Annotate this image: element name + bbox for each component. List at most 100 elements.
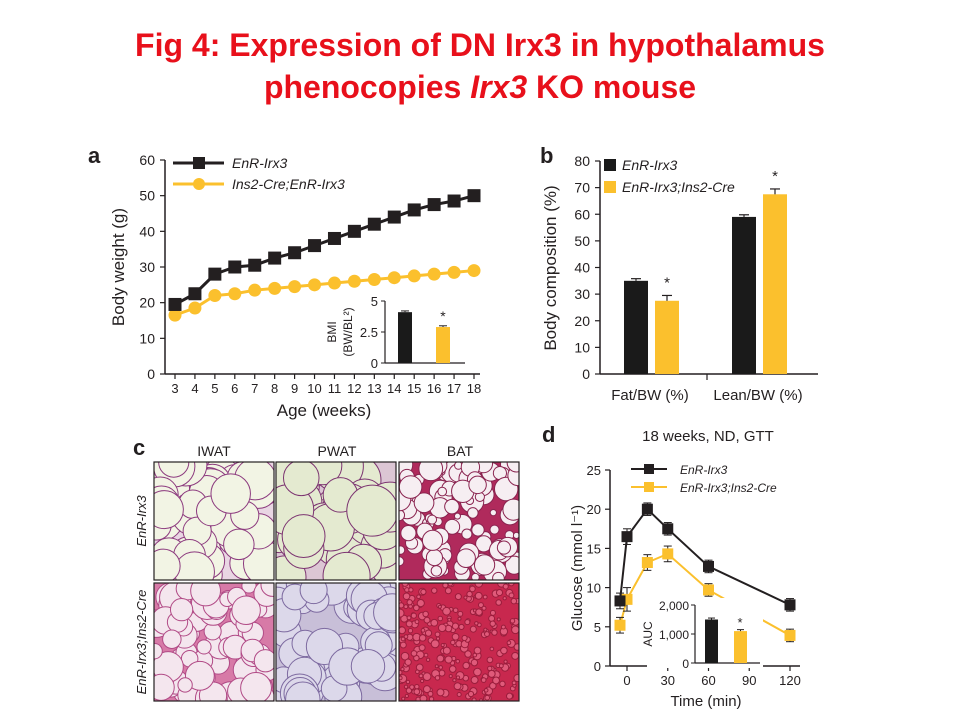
- d-legend-label-mutant: EnR-Irx3;Ins2-Cre: [680, 481, 777, 495]
- c-cell: [457, 610, 464, 617]
- d-legend-marker-mutant: [644, 482, 654, 492]
- c-cell: [406, 599, 413, 606]
- c-cell: [231, 595, 261, 626]
- c-cell: [431, 587, 438, 594]
- c-cell: [495, 589, 504, 597]
- c-cell: [464, 619, 471, 626]
- a-point-mutant: [447, 265, 461, 279]
- c-cell: [154, 490, 184, 530]
- c-cell: [154, 548, 181, 580]
- panel-label-b: b: [540, 143, 553, 168]
- c-cell: [422, 672, 432, 682]
- d-point-mutant: [784, 629, 796, 641]
- c-cell: [418, 673, 424, 679]
- a-x-tick-label: 5: [211, 381, 218, 396]
- c-cell: [489, 609, 496, 616]
- c-cell: [471, 523, 485, 537]
- c-cell: [420, 628, 426, 633]
- c-cell: [447, 583, 454, 587]
- c-cell: [423, 616, 431, 624]
- a-point-control: [347, 224, 361, 238]
- a-legend-label-mutant: Ins2-Cre;EnR-Irx3: [232, 176, 345, 192]
- c-column-header: IWAT: [197, 443, 231, 459]
- c-cell: [506, 640, 512, 646]
- c-cell: [425, 657, 431, 663]
- c-cell: [481, 605, 487, 611]
- c-cell: [400, 525, 417, 542]
- b-category-label: Fat/BW (%): [611, 387, 689, 404]
- c-cell: [513, 674, 519, 683]
- b-y-tick-label: 10: [574, 339, 590, 355]
- c-cell: [489, 646, 495, 652]
- d-point-control: [614, 595, 626, 607]
- panel-label-c: c: [133, 435, 145, 460]
- d-x-axis-label: Time (min): [670, 693, 741, 710]
- c-cell: [452, 607, 459, 613]
- a-y-tick-label: 60: [139, 152, 155, 168]
- c-tile-group: [399, 462, 519, 580]
- a-y-tick-label: 50: [139, 188, 155, 204]
- c-cell: [430, 565, 443, 577]
- c-cell: [502, 583, 509, 590]
- c-cell: [451, 632, 460, 641]
- c-cell: [282, 462, 320, 497]
- c-cell: [509, 618, 516, 624]
- c-cell: [400, 651, 410, 661]
- c-column-header: BAT: [447, 443, 474, 459]
- d-x-tick-label: 120: [779, 673, 801, 688]
- c-cell: [444, 518, 461, 535]
- a-y-tick-label: 40: [139, 223, 155, 239]
- c-cell: [430, 618, 439, 627]
- a-point-mutant: [387, 271, 401, 285]
- a-y-tick-label: 20: [139, 295, 155, 311]
- a-y-tick-label: 30: [139, 259, 155, 275]
- a-inset-y-tick-label: 2.5: [360, 325, 378, 340]
- c-cell: [473, 646, 482, 655]
- a-point-mutant: [188, 301, 202, 315]
- c-cell: [420, 588, 427, 595]
- a-x-tick-label: 18: [467, 381, 481, 396]
- c-cell: [444, 498, 460, 515]
- c-row-label: EnR-Irx3: [134, 495, 149, 547]
- a-point-control: [427, 198, 441, 212]
- c-cell: [471, 572, 480, 580]
- b-bar: [655, 300, 679, 374]
- c-cell: [506, 462, 519, 473]
- c-cell: [511, 680, 517, 686]
- c-cell: [418, 634, 427, 642]
- c-cell: [322, 551, 371, 580]
- a-x-axis-label: Age (weeks): [277, 401, 371, 420]
- c-cell: [402, 592, 411, 601]
- c-cell: [416, 594, 421, 600]
- title-line-2-pre: phenocopies: [263, 69, 471, 105]
- a-point-mutant: [327, 276, 341, 290]
- c-cell: [425, 549, 444, 567]
- c-cell: [408, 587, 414, 593]
- c-cell: [513, 643, 519, 651]
- c-cell: [399, 608, 405, 618]
- c-cell: [240, 671, 272, 701]
- c-cell: [404, 658, 412, 666]
- a-point-control: [387, 210, 401, 224]
- d-y-tick-label: 25: [587, 463, 601, 478]
- a-x-tick-label: 16: [427, 381, 441, 396]
- a-x-tick-label: 3: [171, 381, 178, 396]
- c-cell: [428, 696, 435, 701]
- d-y-tick-label: 5: [594, 620, 601, 635]
- d-point-control: [641, 503, 653, 515]
- b-y-tick-label: 40: [574, 260, 590, 276]
- c-cell: [154, 673, 175, 701]
- c-cell: [442, 606, 451, 616]
- c-cell: [467, 507, 479, 519]
- a-point-mutant: [208, 289, 222, 303]
- c-cell: [462, 661, 470, 670]
- b-bar: [732, 216, 756, 374]
- c-cell: [474, 591, 483, 600]
- c-cell: [223, 528, 255, 561]
- b-y-tick-label: 70: [574, 180, 590, 196]
- c-tile-group: [276, 462, 396, 580]
- d-legend-marker-control: [644, 464, 654, 474]
- c-cell: [436, 654, 445, 663]
- d-inset-y-tick-label: 2,000: [659, 599, 689, 613]
- c-tile-group: [154, 462, 274, 580]
